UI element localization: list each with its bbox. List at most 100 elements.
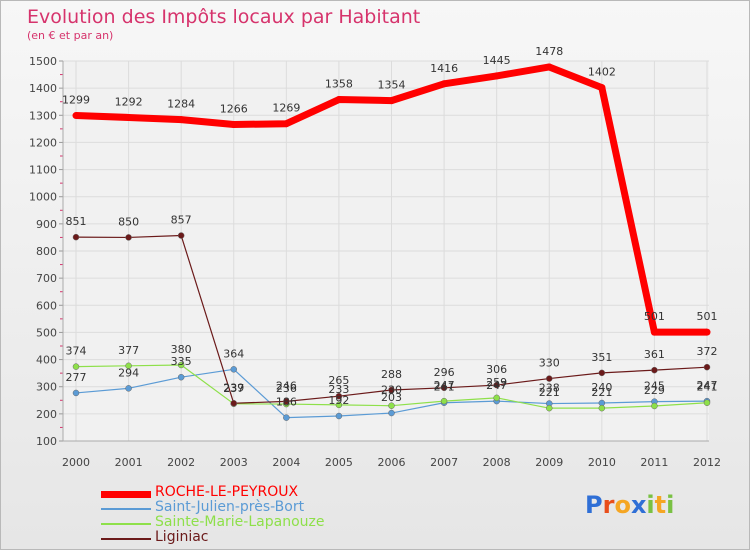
data-label: 364 [223,347,244,360]
data-point [388,409,395,417]
data-label: 296 [434,366,455,379]
data-point [703,399,711,406]
y-tick-label: 100 [36,435,57,448]
data-point [388,402,395,409]
data-label: 1284 [167,98,195,111]
data-label: 372 [697,345,718,358]
x-tick-label: 2012 [693,456,721,469]
y-tick-label: 800 [36,245,57,258]
y-tick-label: 900 [36,218,57,231]
data-label: 1478 [535,45,563,58]
data-label: 221 [591,386,612,399]
data-point [230,400,237,407]
data-point [335,96,343,104]
data-label: 233 [328,383,349,396]
data-point [545,63,553,71]
data-point [598,84,606,92]
chart-title: Evolution des Impôts locaux par Habitant [27,6,421,28]
data-label: 501 [644,310,665,323]
data-label: 501 [697,310,718,323]
legend-swatch [101,523,151,525]
data-label: 377 [118,344,139,357]
data-point [598,404,606,412]
data-point [546,404,553,412]
data-point [177,361,185,369]
data-point [546,375,553,382]
x-tick-label: 2004 [272,456,300,469]
data-point [282,120,290,128]
logo-letter: i [666,491,675,519]
data-label: 1416 [430,62,458,75]
data-point [703,328,711,336]
y-tick-label: 600 [36,299,57,312]
data-label: 1354 [378,79,406,92]
y-tick-label: 1000 [29,191,57,204]
data-label: 361 [644,348,665,361]
data-point [493,72,501,80]
data-point [72,389,80,397]
legend-label: Saint-Julien-près-Bort [155,499,305,515]
data-point [703,363,711,371]
x-tick-label: 2011 [640,456,668,469]
data-point [72,233,80,241]
data-label: 247 [697,379,718,392]
data-point [440,397,448,405]
y-tick-label: 1300 [29,109,57,122]
logo-letter: x [630,491,647,519]
data-label: 203 [381,391,402,404]
data-point [493,381,500,389]
data-label: 1445 [483,54,511,67]
data-point [125,385,132,392]
data-point [230,121,238,129]
data-label: 186 [276,396,297,409]
data-label: 241 [434,381,455,394]
data-label: 192 [328,394,349,407]
data-point [72,363,80,370]
logo-letter: o [614,491,631,519]
data-label: 240 [591,381,612,394]
data-point [335,401,343,409]
logo-letter: P [585,491,603,519]
x-tick-label: 2006 [378,456,406,469]
y-tick-label: 700 [36,272,57,285]
data-label: 1266 [220,103,248,116]
data-point [335,392,343,400]
legend-swatch [101,490,151,498]
logo-letter: r [602,491,615,519]
legend-label: Liginiac [155,529,209,545]
data-label: 221 [539,386,560,399]
y-tick-label: 400 [36,354,57,367]
data-label: 330 [539,357,560,370]
data-point [388,97,395,105]
data-label: 351 [591,351,612,364]
x-tick-label: 2005 [325,456,353,469]
y-tick-label: 300 [36,381,57,394]
data-label: 247 [486,379,507,392]
data-point [283,398,290,405]
data-label: 288 [381,368,402,381]
x-tick-label: 2002 [167,456,195,469]
data-point [598,369,606,377]
data-point [335,412,343,420]
x-tick-label: 2008 [483,456,511,469]
logo-letter: i [646,491,655,519]
x-tick-label: 2010 [588,456,616,469]
data-label: 247 [434,379,455,392]
logo-letter: t [654,491,667,519]
data-label: 245 [644,380,665,393]
x-tick-label: 2007 [430,456,458,469]
legend-label: ROCHE-LE-PEYROUX [155,484,299,500]
data-point [177,116,185,124]
x-tick-label: 2009 [535,456,563,469]
data-point [125,234,132,241]
data-label: 306 [486,363,507,376]
data-point [650,328,658,336]
data-point [125,113,133,121]
data-point [177,373,185,381]
data-point [177,232,185,239]
data-label: 851 [66,215,87,228]
legend-swatch [101,538,151,540]
data-label: 239 [223,381,244,394]
data-label: 230 [381,384,402,397]
